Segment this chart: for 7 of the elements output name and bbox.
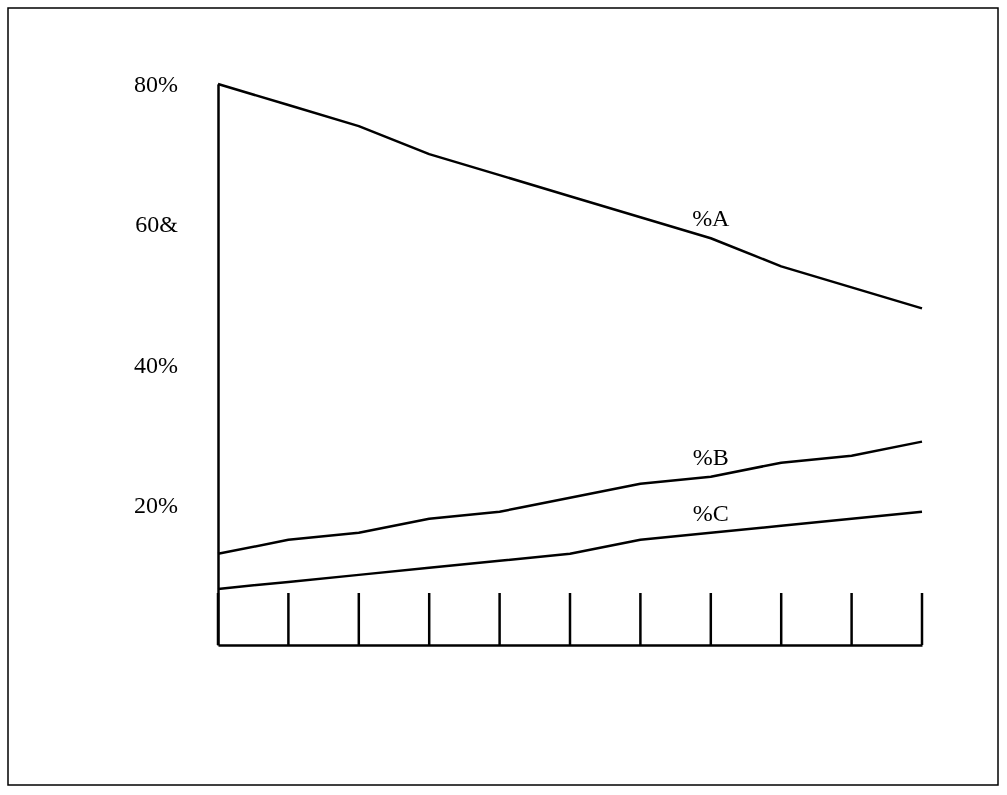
series-label: %A — [692, 205, 731, 232]
y-tick-label: 60& — [135, 211, 179, 238]
series-label: %C — [692, 499, 729, 526]
y-tick-label: 80% — [134, 71, 178, 98]
series-label: %B — [692, 443, 729, 470]
y-tick-label: 40% — [134, 351, 178, 378]
y-tick-label: 20% — [134, 491, 178, 518]
